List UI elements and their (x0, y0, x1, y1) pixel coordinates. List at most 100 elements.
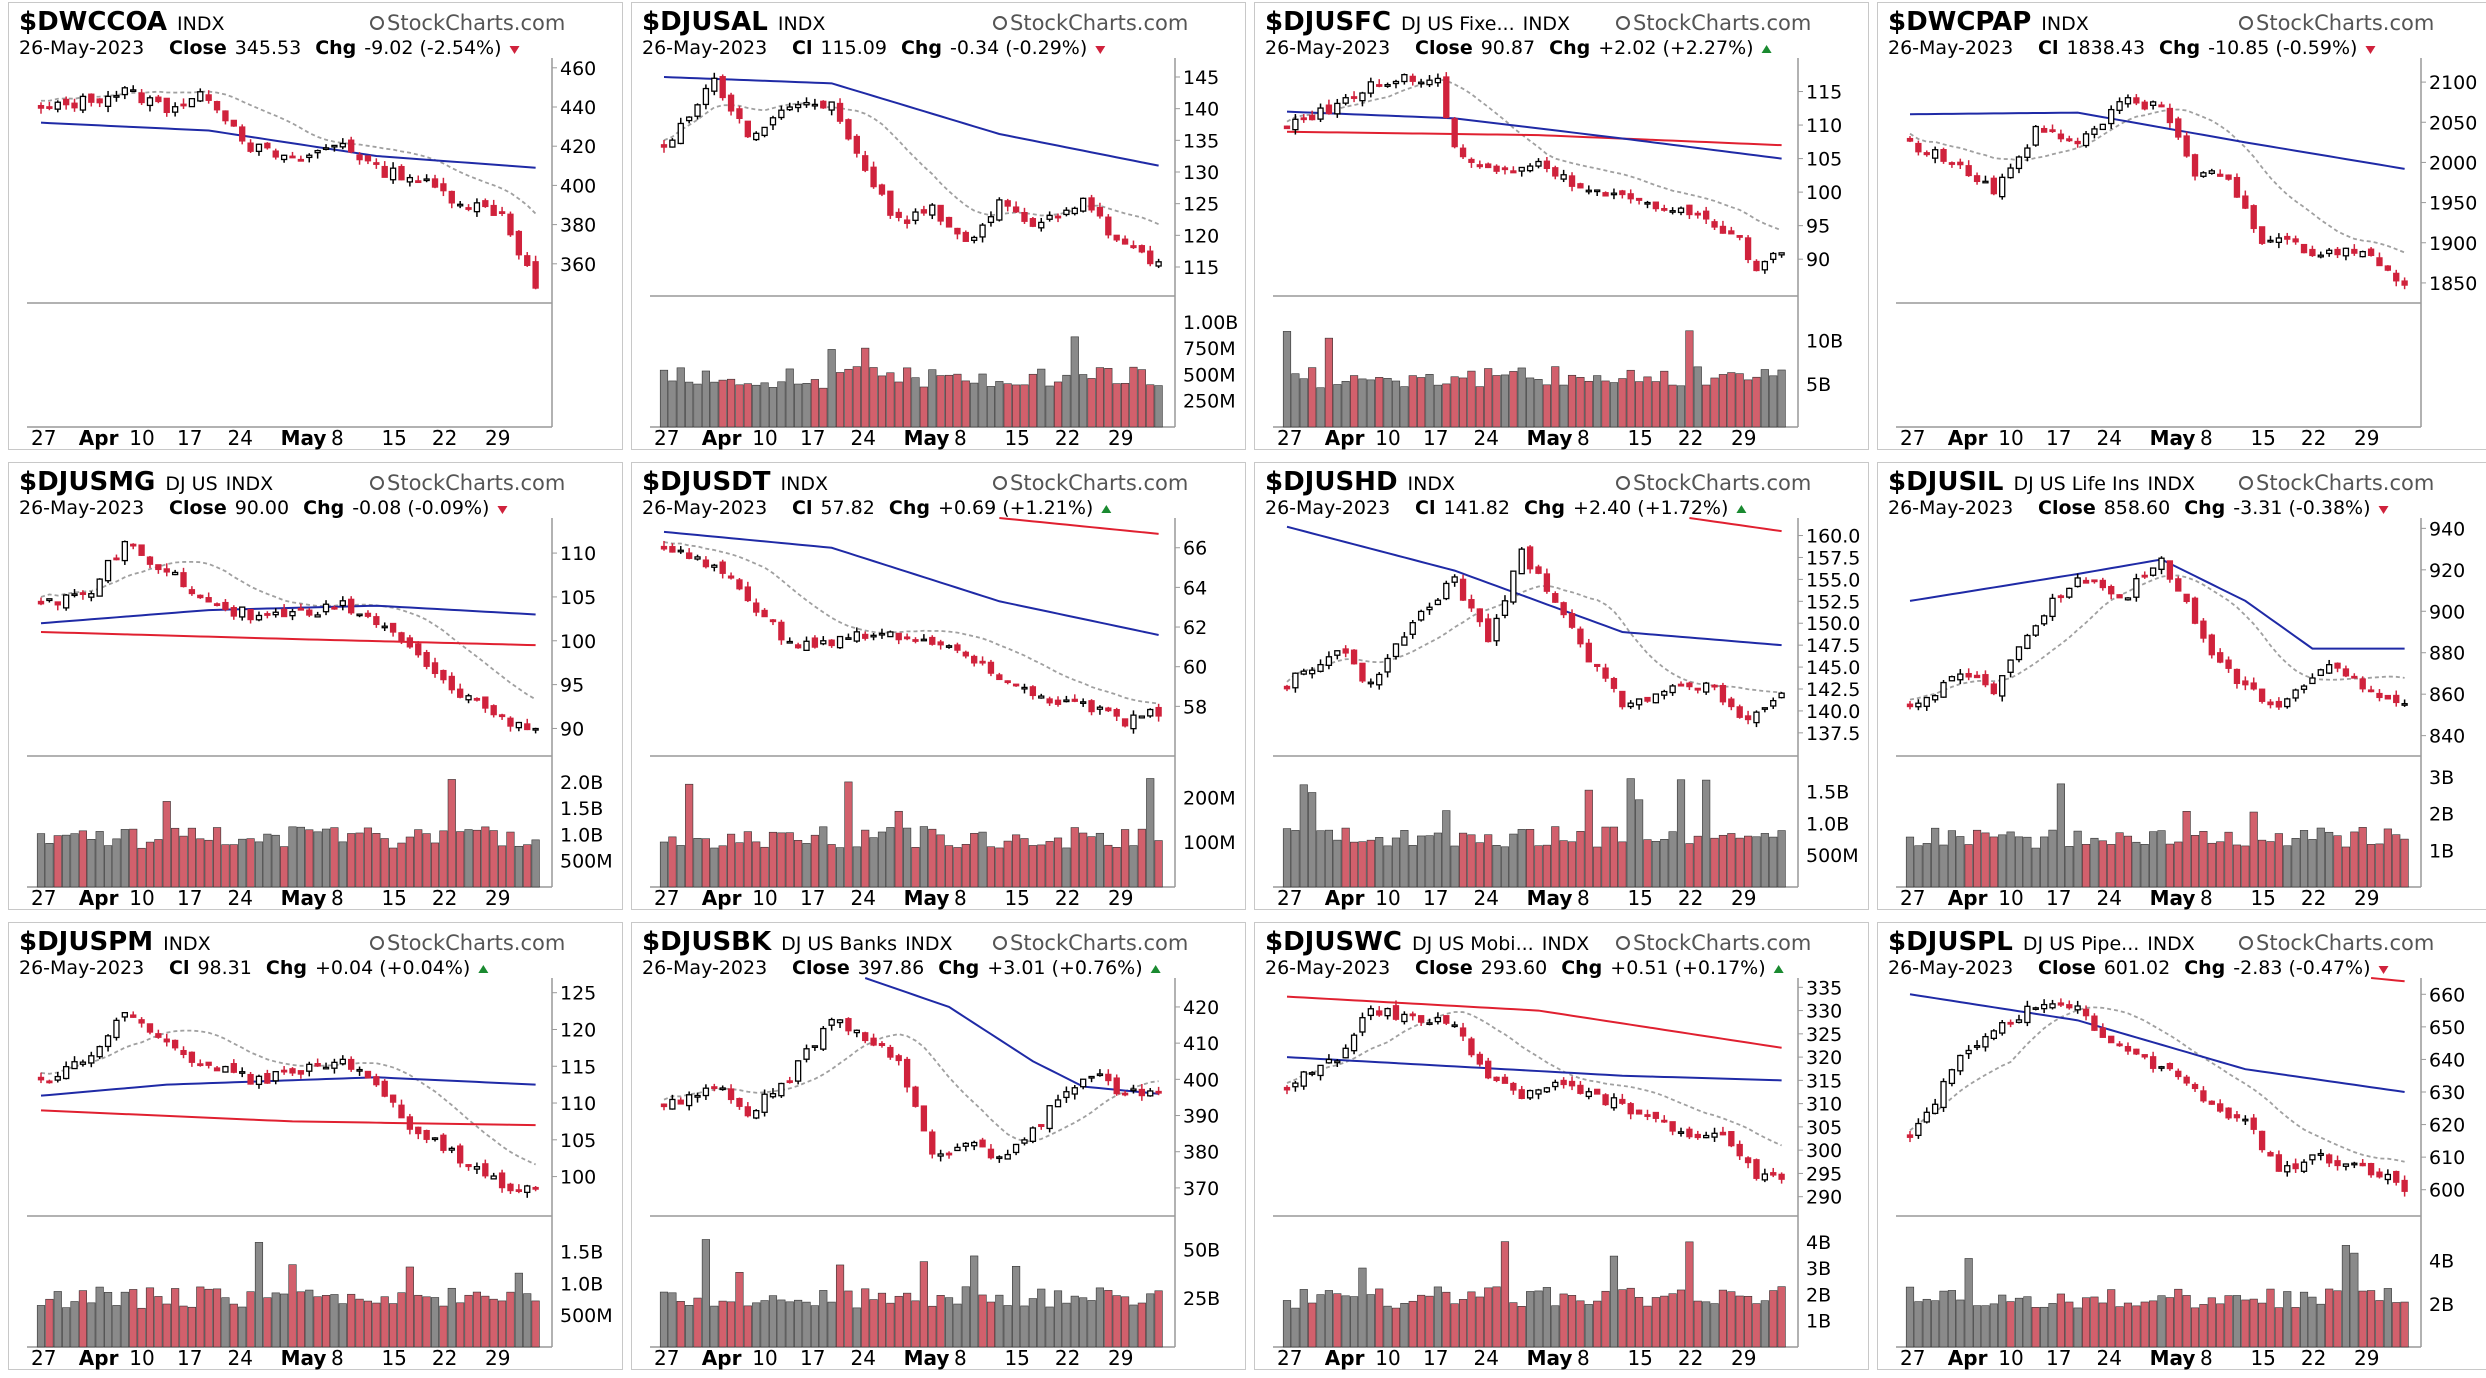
volume-bar (844, 1290, 853, 1348)
candle (457, 688, 464, 698)
chart-symbol: $DJUSFC (1265, 7, 1391, 37)
candle (423, 178, 430, 182)
price-tick-label: 650 (2429, 1017, 2465, 1039)
candle (2133, 578, 2140, 598)
volume-bar (835, 372, 845, 428)
ma20-line (1909, 1006, 2405, 1163)
candle (2032, 125, 2039, 146)
date-tick-label: 8 (331, 426, 344, 450)
volume-bar (844, 368, 853, 428)
candle (2040, 615, 2048, 625)
down-arrow-icon (2378, 506, 2389, 514)
candle (887, 631, 894, 638)
candle (2351, 248, 2358, 254)
volume-bar (1484, 834, 1493, 888)
volume-bar (995, 847, 1004, 888)
candle (845, 1018, 852, 1032)
volume-bar (1509, 371, 1518, 428)
volume-bar (271, 1292, 280, 1348)
candle (515, 721, 523, 729)
candle (2124, 97, 2132, 105)
volume-bar (338, 841, 347, 888)
candle (1409, 622, 1416, 635)
candle (1719, 225, 1727, 234)
volume-bar (2149, 1300, 2158, 1348)
volume-bar (430, 1297, 440, 1348)
candle (1121, 238, 1129, 245)
candle (1451, 1024, 1458, 1028)
volume-bar (701, 1239, 710, 1348)
candle (155, 564, 162, 571)
candle (803, 1048, 810, 1060)
candle (490, 705, 497, 716)
candle (62, 594, 70, 609)
candle (1568, 175, 1576, 187)
date-tick-label: 10 (1375, 1346, 1400, 1370)
volume-bar (1744, 379, 1753, 428)
candle (1948, 1069, 1956, 1085)
candle (862, 155, 869, 171)
volume-bar (288, 826, 297, 888)
candle (2309, 1154, 2316, 1161)
volume-bar (1635, 799, 1644, 888)
down-arrow-icon (509, 46, 520, 54)
candle (2233, 176, 2241, 198)
price-tick-label: 115 (1806, 82, 1842, 104)
close-label: Close (169, 37, 227, 59)
volume-bar (1333, 839, 1342, 888)
volume-bar (1693, 366, 1702, 428)
volume-bar (489, 830, 498, 888)
candle (431, 662, 439, 675)
candle (356, 1068, 363, 1072)
volume-bar (1643, 1305, 1652, 1348)
volume-bar (2182, 1295, 2191, 1348)
volume-bar (2274, 1307, 2283, 1348)
candle (71, 1061, 78, 1070)
candle (2242, 1118, 2249, 1122)
price-chart: $DJUSFC DJ US Fixe... INDX StockCharts.com2… (1265, 7, 1843, 450)
date-tick-label: May (1527, 426, 1573, 450)
volume-bar (1433, 1286, 1442, 1348)
volume-bars (659, 1239, 1163, 1348)
volume-bar (447, 1287, 456, 1348)
volume-bar (919, 826, 928, 888)
volume-bar (154, 839, 163, 888)
candle (104, 559, 112, 582)
volume-bars (1282, 1241, 1786, 1348)
volume-bar (1450, 845, 1459, 888)
candle (945, 645, 953, 648)
price-tick-label: 110 (560, 1093, 596, 1115)
candle (1915, 142, 1922, 153)
volume-bar (726, 833, 736, 888)
price-tick-label: 160.0 (1806, 526, 1860, 548)
volume-bar (659, 841, 669, 888)
candle (1923, 696, 1930, 707)
volume-bar (718, 1300, 727, 1348)
price-tick-label: 360 (560, 254, 596, 276)
candle (702, 1087, 710, 1097)
volume-bar (961, 1286, 970, 1348)
candle (1686, 204, 1693, 216)
date-axis: 27 Apr 10 17 24 May 8 15 22 29 (1277, 886, 1756, 910)
candle (440, 1134, 447, 1151)
candle (1703, 210, 1710, 220)
candle (473, 1166, 481, 1170)
candle (2024, 634, 2031, 649)
candle (987, 216, 995, 224)
candle (532, 727, 539, 731)
volume-bar (1635, 381, 1644, 428)
candle (1317, 107, 1324, 120)
price-tick-label: 410 (1183, 1033, 1219, 1055)
volume-bar (1012, 834, 1021, 888)
candle (1384, 1007, 1391, 1017)
volume-bar (1702, 1301, 1711, 1348)
candle (373, 162, 380, 165)
candle (2284, 1165, 2291, 1173)
volume-bar (1777, 830, 1786, 888)
volume-bar (1618, 378, 1627, 428)
candle (1325, 1058, 1333, 1064)
volume-bar (668, 1292, 677, 1348)
candle (719, 76, 726, 99)
